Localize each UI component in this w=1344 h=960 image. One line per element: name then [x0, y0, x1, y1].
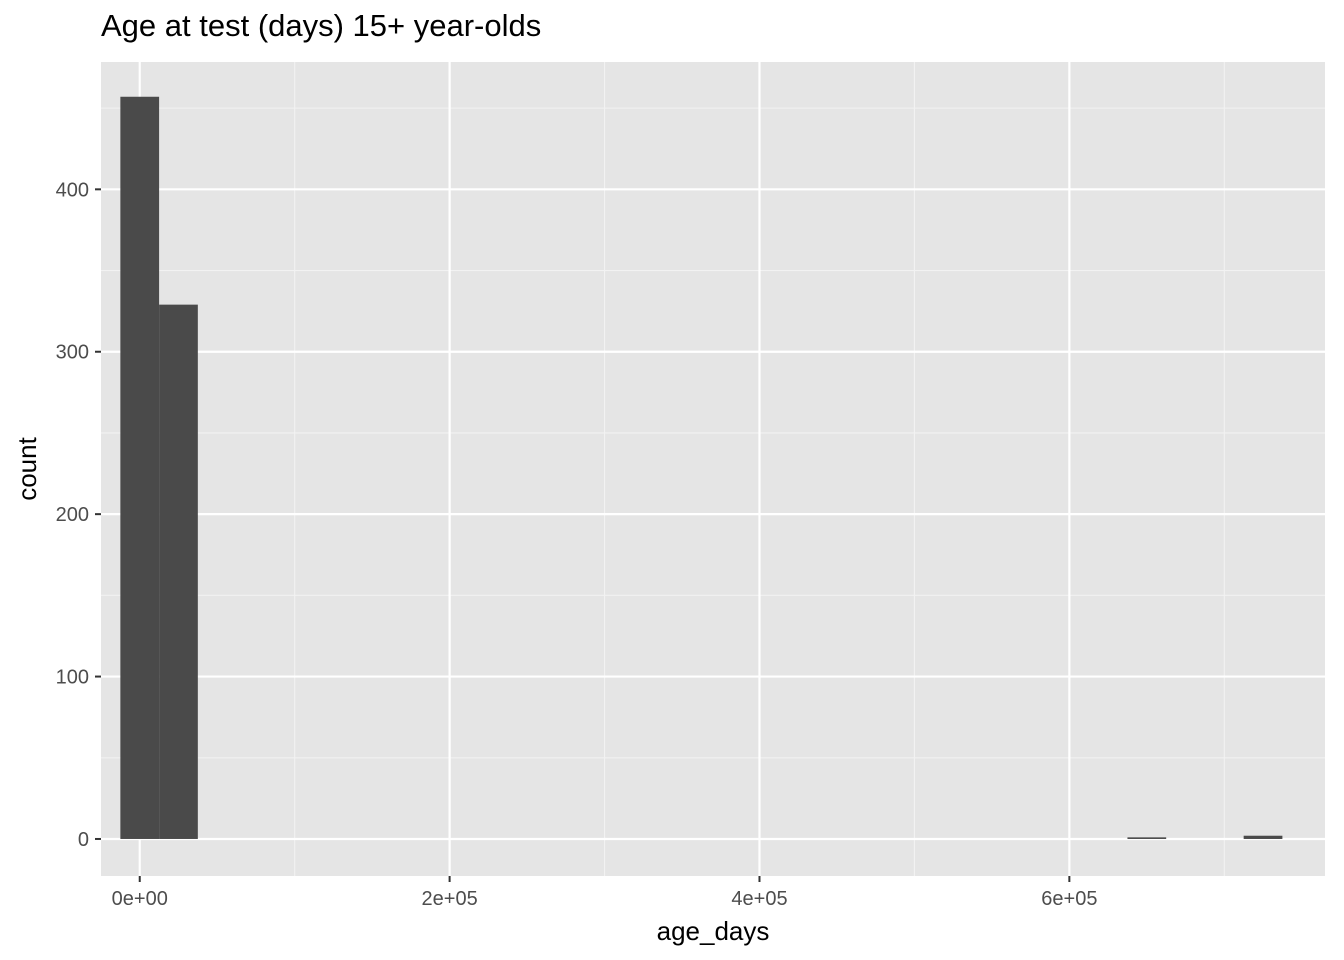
y-tick-label: 100	[56, 667, 89, 689]
x-tick-label: 0e+00	[112, 888, 168, 910]
y-tick-label: 400	[56, 179, 89, 201]
histogram-bar-4	[1243, 835, 1283, 839]
x-tick-label: 4e+05	[731, 888, 787, 910]
histogram-bars	[120, 96, 1283, 839]
histogram-bar-2	[159, 304, 198, 839]
plot-panel	[101, 62, 1325, 876]
y-tick-label: 200	[56, 504, 89, 526]
x-axis-title: age_days	[657, 916, 770, 946]
x-tick-label: 6e+05	[1041, 888, 1097, 910]
x-axis: 0e+00 2e+05 4e+05 6e+05	[112, 876, 1097, 910]
y-axis-title: count	[12, 436, 42, 500]
minor-gridlines	[101, 62, 1325, 876]
histogram-bar-3	[1127, 837, 1167, 839]
y-axis: 0 100 200 300 400	[56, 179, 101, 851]
chart-title: Age at test (days) 15+ year-olds	[101, 8, 542, 43]
y-tick-label: 300	[56, 342, 89, 364]
x-tick-label: 2e+05	[422, 888, 478, 910]
y-tick-label: 0	[78, 829, 89, 851]
histogram-bar-1	[120, 96, 160, 839]
